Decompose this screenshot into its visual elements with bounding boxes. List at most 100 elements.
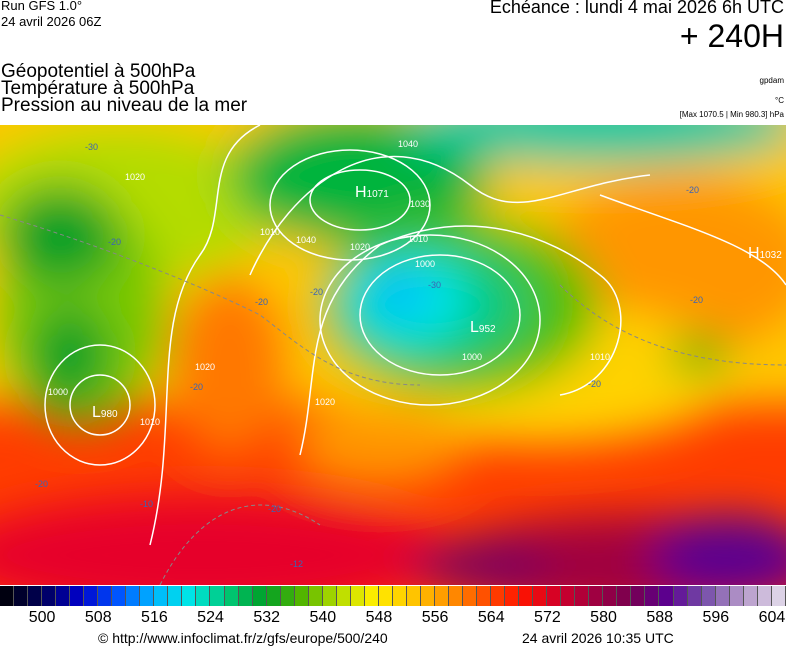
color-scale-cell <box>603 586 618 606</box>
color-scale-cell <box>378 586 393 606</box>
temperature-label: -20 <box>35 479 48 489</box>
isobar-label: 1000 <box>48 387 68 397</box>
unit-temperature: °C <box>775 96 784 105</box>
color-scale-tick: 556 <box>421 609 449 626</box>
color-scale-cell <box>56 586 71 606</box>
color-scale-cell <box>42 586 57 606</box>
color-scale-cell <box>575 586 590 606</box>
color-scale-cell <box>112 586 127 606</box>
color-scale-cell <box>715 586 730 606</box>
color-scale-cell <box>392 586 407 606</box>
isobar-label: 1020 <box>125 172 145 182</box>
isobar-label: 1020 <box>350 242 370 252</box>
color-scale-cell <box>757 586 772 606</box>
color-scale-cell <box>617 586 632 606</box>
color-scale-cell <box>687 586 702 606</box>
temperature-label: -20 <box>686 185 699 195</box>
color-scale-cell <box>196 586 211 606</box>
color-scale-cell <box>154 586 169 606</box>
color-scale-cell <box>420 586 435 606</box>
color-scale-cell <box>491 586 506 606</box>
color-scale-cell <box>645 586 660 606</box>
color-scale-cell <box>280 586 295 606</box>
title-geopotential: Géopotentiel à 500hPa <box>1 61 196 82</box>
generated-time: 24 avril 2026 10:35 UTC <box>522 630 674 646</box>
isobar-label: 1010 <box>408 234 428 244</box>
color-scale-cell <box>168 586 183 606</box>
isobar-label: 1020 <box>195 362 215 372</box>
high-center: H1032 <box>748 245 782 262</box>
color-scale-cell <box>364 586 379 606</box>
color-scale-cell <box>771 586 786 606</box>
color-scale-tick: 500 <box>28 609 56 626</box>
color-scale-tick: 564 <box>477 609 505 626</box>
color-scale-cell <box>98 586 113 606</box>
color-scale-cell <box>631 586 646 606</box>
map-titles: Géopotentiel à 500hPa Température à 500h… <box>1 61 247 115</box>
isobar-label: 1030 <box>410 199 430 209</box>
color-scale-cell <box>406 586 421 606</box>
color-scale-cell <box>350 586 365 606</box>
color-scale-tick: 508 <box>84 609 112 626</box>
color-scale-cell <box>238 586 253 606</box>
temperature-label: -20 <box>108 237 121 247</box>
color-scale-cell <box>589 586 604 606</box>
temperature-label: -20 <box>255 297 268 307</box>
color-scale-cell <box>673 586 688 606</box>
color-scale-cell <box>266 586 281 606</box>
temperature-label: -20 <box>690 295 703 305</box>
color-scale-cell <box>126 586 141 606</box>
temperature-label: -10 <box>140 499 153 509</box>
color-scale-tick: 524 <box>197 609 224 626</box>
forecast-lead-time: + 240H <box>679 18 784 54</box>
isobar-label: 1020 <box>315 397 335 407</box>
isobar-label: 1000 <box>462 352 482 362</box>
geopotential-field <box>0 125 786 585</box>
color-scale-cell <box>533 586 548 606</box>
color-scale-cell <box>547 586 562 606</box>
color-scale-tick: 588 <box>646 609 674 626</box>
color-scale-tick: 572 <box>534 609 561 626</box>
color-scale-tick: 540 <box>309 609 337 626</box>
low-center: L952 <box>470 319 496 336</box>
color-scale <box>0 586 786 606</box>
run-date: 24 avril 2026 06Z <box>1 14 102 29</box>
color-scale-cell <box>434 586 449 606</box>
temperature-label: -20 <box>268 504 281 514</box>
temperature-isotherms <box>0 214 786 585</box>
unit-pressure: [Max 1070.5 | Min 980.3] hPa <box>679 110 784 119</box>
isobar-label: 1010 <box>260 227 280 237</box>
temperature-label: -12 <box>290 559 303 569</box>
color-scale-cell <box>70 586 85 606</box>
color-scale-cell <box>308 586 323 606</box>
color-scale-cell <box>449 586 464 606</box>
temperature-label: -20 <box>190 382 203 392</box>
isobar-label: 1000 <box>415 259 435 269</box>
high-center: H1071 <box>355 184 389 201</box>
color-scale-cell <box>294 586 309 606</box>
color-scale-cell <box>336 586 351 606</box>
color-scale-cell <box>322 586 337 606</box>
isobars <box>44 125 786 546</box>
color-scale-tick: 604 <box>758 609 786 626</box>
map-labels: H1071 L952 H1032 L980 1040 1030 1020 101… <box>35 139 782 569</box>
color-scale-cell <box>519 586 534 606</box>
color-scale-cell <box>140 586 155 606</box>
color-scale-tick: 516 <box>141 609 168 626</box>
low-center: L980 <box>92 404 118 421</box>
run-model: Run GFS 1.0° <box>1 0 83 13</box>
source-url: © http://www.infoclimat.fr/z/gfs/europe/… <box>98 630 388 646</box>
color-scale-cell <box>0 586 15 606</box>
run-info: Run GFS 1.0° 24 avril 2026 06Z <box>1 0 101 30</box>
color-scale-cell <box>28 586 43 606</box>
color-scale-cell <box>14 586 29 606</box>
color-scale-cell <box>505 586 520 606</box>
weather-map: H1071 L952 H1032 L980 1040 1030 1020 101… <box>0 125 786 585</box>
color-scale-tick: 580 <box>590 609 617 626</box>
color-scale-cell <box>224 586 239 606</box>
color-scale-cell <box>463 586 478 606</box>
forecast-valid-time: Echéance : lundi 4 mai 2026 6h UTC <box>489 0 784 17</box>
isobar-label: 1040 <box>398 139 418 149</box>
color-scale-cell <box>729 586 744 606</box>
color-scale-cell <box>701 586 716 606</box>
